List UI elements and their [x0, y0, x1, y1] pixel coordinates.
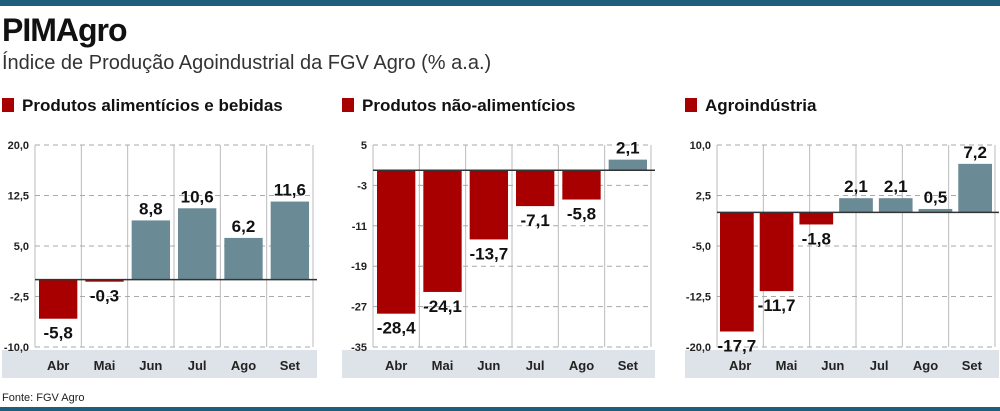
bottom-accent-bar [0, 407, 1000, 411]
bar [759, 212, 794, 292]
category-band [2, 350, 317, 378]
bar [224, 237, 263, 280]
bar [85, 279, 124, 282]
bar [878, 198, 913, 213]
panel-title-1: Produtos alimentícios e bebidas [2, 96, 283, 116]
legend-square-icon [2, 98, 14, 112]
x-tick-label: Jun [477, 358, 500, 373]
bar [839, 198, 873, 213]
x-tick-label: Jun [821, 358, 844, 373]
y-tick-label: 5 [361, 140, 367, 152]
page-subtitle: Índice de Produção Agoindustrial da FGV … [2, 52, 492, 74]
data-label: 2,1 [884, 177, 908, 196]
bar [608, 159, 647, 171]
y-tick-label: 12,5 [8, 191, 29, 203]
x-tick-label: Set [618, 358, 639, 373]
panel-title-text: Agroindústria [705, 96, 817, 115]
data-label: -24,1 [423, 297, 462, 316]
data-label: -11,7 [758, 296, 796, 315]
data-label: -28,4 [377, 319, 416, 338]
data-label: 2,1 [616, 139, 640, 158]
y-tick-label: -10,0 [4, 342, 29, 354]
x-tick-label: Abr [47, 358, 69, 373]
y-tick-label: 2,5 [696, 191, 711, 203]
data-label: 2,1 [844, 177, 868, 196]
y-tick-label: -27 [351, 302, 367, 314]
x-tick-label: Ago [231, 358, 256, 373]
bar [516, 170, 555, 207]
data-label: -17,7 [717, 337, 756, 356]
x-tick-label: Abr [729, 358, 751, 373]
bar [39, 279, 78, 319]
data-label: -1,8 [802, 229, 831, 248]
data-label: -7,1 [521, 211, 550, 230]
x-tick-label: Set [962, 358, 983, 373]
data-label: 10,6 [181, 187, 214, 206]
panel-title-text: Produtos não-alimentícios [362, 96, 576, 115]
x-tick-label: Abr [385, 358, 407, 373]
data-label: -5,8 [567, 205, 596, 224]
x-tick-label: Jul [870, 358, 889, 373]
y-tick-label: -19 [351, 261, 367, 273]
data-label: -0,3 [90, 287, 119, 306]
y-tick-label: 10,0 [690, 140, 711, 152]
bar [377, 170, 416, 314]
panel-title-3: Agroindústria [685, 96, 816, 116]
bar [958, 163, 992, 213]
x-tick-label: Ago [569, 358, 594, 373]
source-note: Fonte: FGV Agro [2, 392, 85, 404]
legend-square-icon [685, 98, 697, 112]
bar [562, 170, 601, 200]
x-tick-label: Mai [94, 358, 116, 373]
bar [270, 201, 309, 280]
x-tick-label: Mai [432, 358, 454, 373]
page-title: PIMAgro [2, 12, 128, 48]
panel-title-2: Produtos não-alimentícios [342, 96, 575, 116]
x-tick-label: Jul [188, 358, 207, 373]
category-band [342, 350, 655, 378]
top-accent-bar [0, 0, 1000, 6]
y-tick-label: -3 [357, 180, 367, 192]
bar [799, 212, 834, 225]
bar [720, 212, 754, 332]
data-label: 7,2 [963, 143, 987, 162]
data-label: 11,6 [274, 181, 306, 200]
bar [469, 170, 508, 240]
bar [423, 170, 462, 292]
x-tick-label: Mai [776, 358, 798, 373]
bar [918, 208, 953, 213]
data-label: 8,8 [139, 199, 163, 218]
bar [178, 208, 217, 280]
x-tick-label: Jun [139, 358, 162, 373]
x-tick-label: Jul [526, 358, 545, 373]
y-tick-label: -5,0 [692, 241, 711, 253]
category-band [685, 350, 999, 378]
y-tick-label: -35 [351, 342, 367, 354]
y-tick-label: -20,0 [686, 342, 711, 354]
y-tick-label: -11 [352, 221, 367, 233]
data-label: -5,8 [44, 324, 73, 343]
y-tick-label: -12,5 [686, 292, 711, 304]
x-tick-label: Ago [913, 358, 938, 373]
bar [131, 220, 170, 280]
data-label: 0,5 [924, 188, 948, 207]
x-tick-label: Set [280, 358, 301, 373]
data-label: -13,7 [469, 244, 508, 263]
y-tick-label: 20,0 [8, 140, 29, 152]
y-tick-label: 5,0 [14, 241, 29, 253]
panel-title-text: Produtos alimentícios e bebidas [22, 96, 283, 115]
y-tick-label: -2,5 [10, 292, 29, 304]
data-label: 6,2 [232, 217, 256, 236]
legend-square-icon [342, 98, 354, 112]
